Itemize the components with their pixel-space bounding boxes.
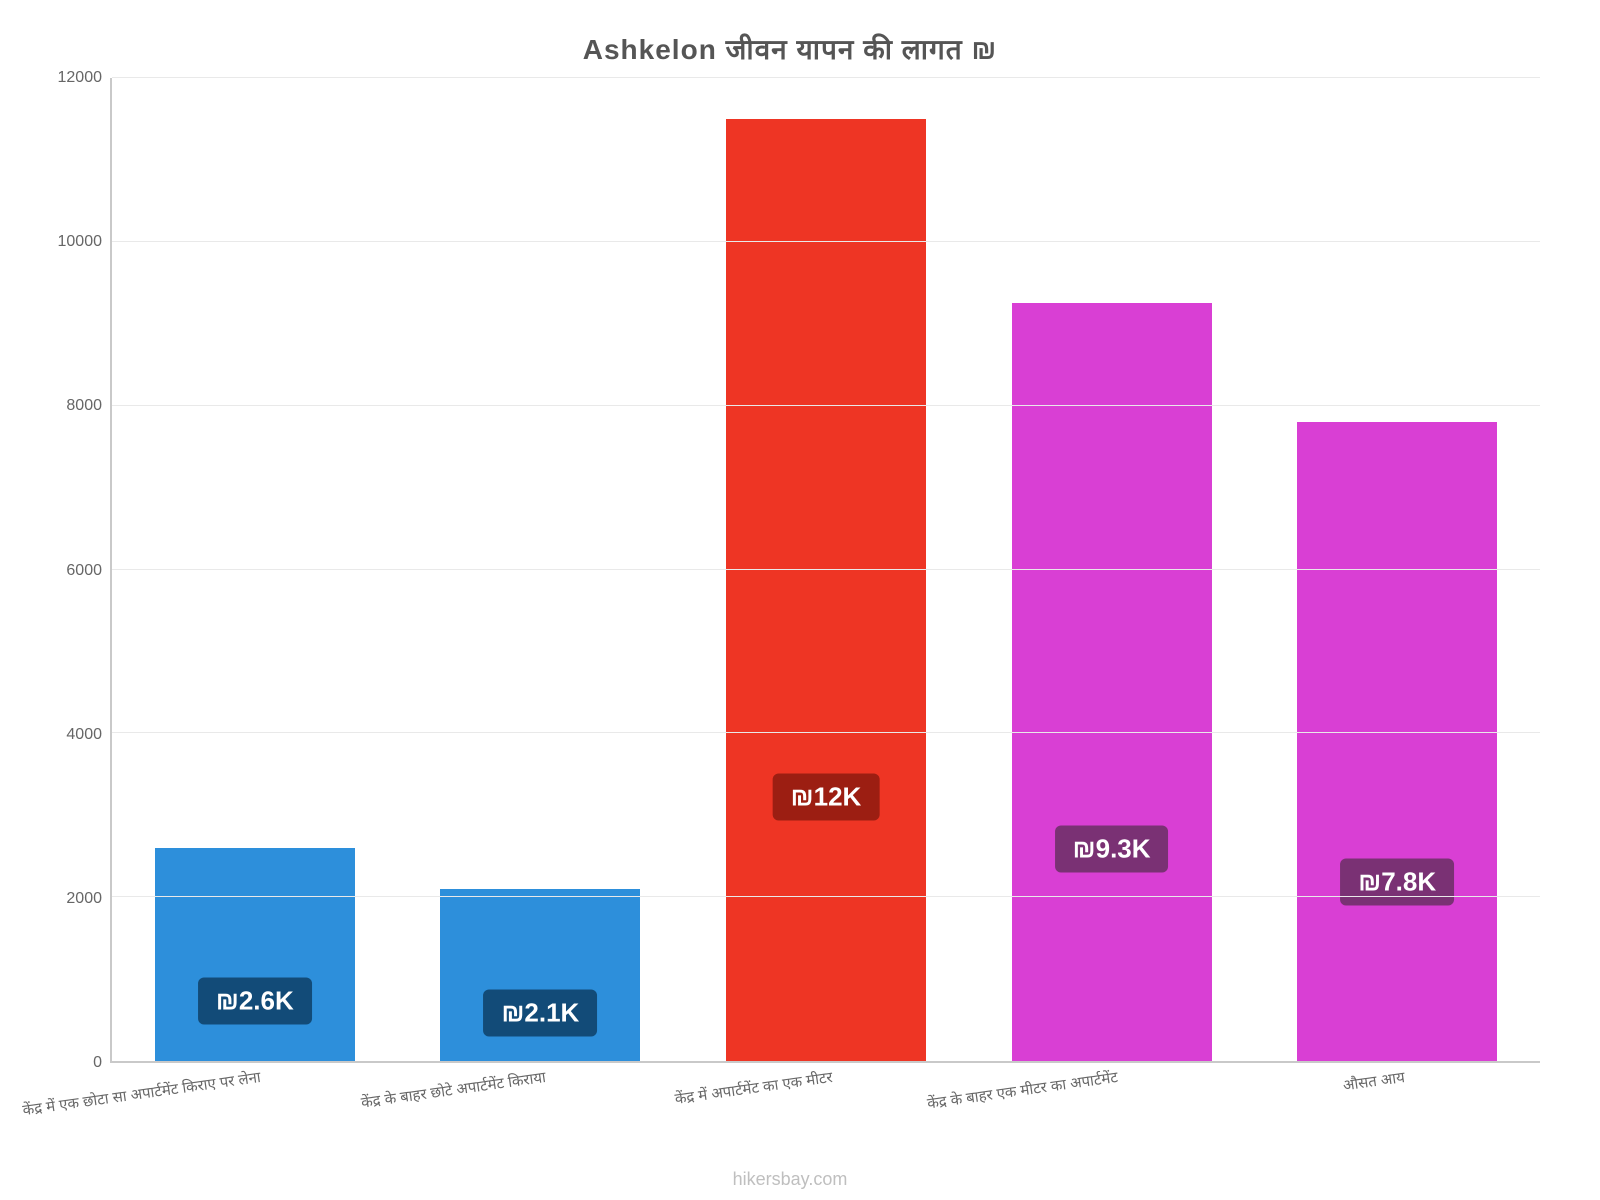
grid-line [112, 896, 1540, 897]
bar-slot: ₪2.1K [398, 78, 684, 1061]
bar: ₪2.6K [155, 848, 355, 1061]
plot-area: ₪2.6K ₪2.1K ₪12K ₪9.3K ₪7.8K [110, 78, 1540, 1063]
bar-value-badge: ₪9.3K [1055, 825, 1169, 872]
bar-value-badge: ₪2.1K [483, 989, 597, 1036]
x-axis-label: केंद्र के बाहर छोटे अपार्टमेंट किराया [396, 1063, 682, 1163]
y-tick-label: 6000 [66, 562, 102, 580]
bar-slot: ₪9.3K [969, 78, 1255, 1061]
bar-value-badge: ₪12K [773, 774, 880, 821]
y-tick-label: 8000 [66, 397, 102, 415]
y-tick-label: 12000 [58, 69, 103, 87]
x-axis-label: केंद्र में अपार्टमेंट का एक मीटर [682, 1063, 968, 1163]
y-tick-label: 10000 [58, 233, 103, 251]
grid-line [112, 405, 1540, 406]
chart-title: Ashkelon जीवन यापन की लागत ₪ [40, 30, 1540, 68]
chart-footer-attribution: hikersbay.com [40, 1169, 1540, 1190]
bar-slot: ₪7.8K [1254, 78, 1540, 1061]
chart-area: 020004000600080001000012000 ₪2.6K₪2.1K₪1… [40, 78, 1540, 1063]
bar-slot: ₪2.6K [112, 78, 398, 1061]
bar-value-badge: ₪7.8K [1340, 859, 1454, 906]
bar: ₪9.3K [1012, 303, 1212, 1061]
y-tick-label: 2000 [66, 890, 102, 908]
bar-slot: ₪12K [683, 78, 969, 1061]
y-tick-label: 4000 [66, 726, 102, 744]
bars-container: ₪2.6K ₪2.1K ₪12K ₪9.3K ₪7.8K [112, 78, 1540, 1061]
y-axis: 020004000600080001000012000 [40, 78, 110, 1063]
x-axis-label: केंद्र में एक छोटा सा अपार्टमेंट किराए प… [110, 1063, 396, 1163]
x-axis-label: औसत आय [1254, 1063, 1540, 1163]
grid-line [112, 569, 1540, 570]
bar: ₪12K [726, 119, 926, 1061]
bar: ₪7.8K [1297, 422, 1497, 1061]
x-axis-label: केंद्र के बाहर एक मीटर का अपार्टमेंट [968, 1063, 1254, 1163]
bar-value-badge: ₪2.6K [198, 978, 312, 1025]
bar: ₪2.1K [440, 889, 640, 1061]
grid-line [112, 732, 1540, 733]
y-tick-label: 0 [93, 1054, 102, 1072]
grid-line [112, 77, 1540, 78]
x-axis-labels: केंद्र में एक छोटा सा अपार्टमेंट किराए प… [110, 1063, 1540, 1163]
grid-line [112, 241, 1540, 242]
